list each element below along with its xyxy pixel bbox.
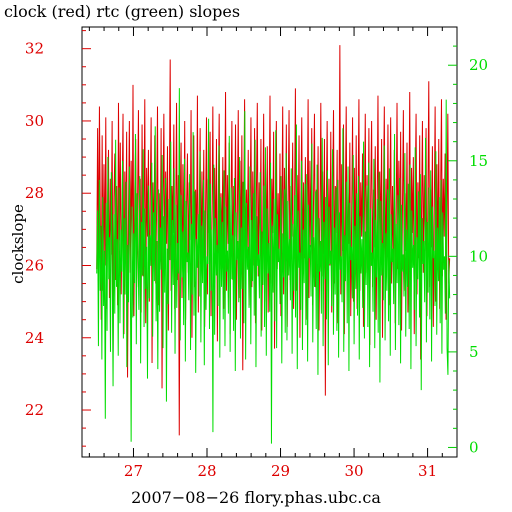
x-tick-label: 29 [271,462,290,480]
y-right-tick-label: 5 [469,343,479,361]
x-tick-label: 28 [197,462,216,480]
x-tick-label: 30 [345,462,364,480]
y-left-tick-label: 24 [25,329,44,347]
y-axis-label: clockslope [9,204,27,284]
y-right-tick-label: 15 [469,152,488,170]
y-left-tick-label: 28 [25,184,44,202]
y-left-tick-label: 30 [25,112,44,130]
y-left-tick-label: 32 [25,40,44,58]
x-tick-label: 31 [418,462,437,480]
series-line-rtc [96,88,451,444]
plot-frame [81,26,458,458]
y-right-tick-label: 20 [469,56,488,74]
y-left-tick-label: 26 [25,256,44,274]
y-left-tick-label: 22 [25,401,44,419]
x-tick-label: 27 [124,462,143,480]
y-right-tick-label: 10 [469,247,488,265]
chart-title: clock (red) rtc (green) slopes [4,2,241,21]
y-right-tick-label: 0 [469,438,479,456]
x-axis-label: 2007−08−26 flory.phas.ubc.ca [131,488,381,507]
